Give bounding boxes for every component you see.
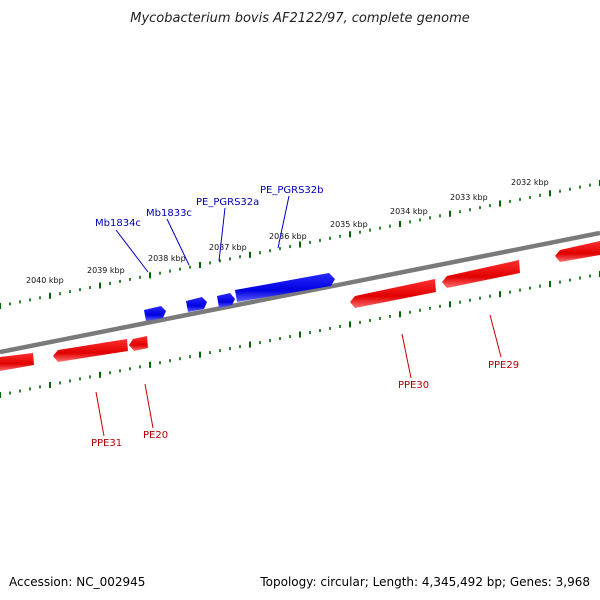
reverse-strand-genes	[0, 241, 600, 371]
gene-mb1833c[interactable]	[186, 297, 207, 312]
gene-labels: Mb1834c Mb1833c PE_PGRS32a PE_PGRS32b PP…	[91, 185, 519, 449]
tick-labels: 2040 kbp 2039 kbp 2038 kbp 2037 kbp 2036…	[26, 178, 549, 285]
label-mb1834c: Mb1834c	[95, 218, 141, 229]
label-ppe31: PPE31	[91, 438, 122, 449]
tick-label-2033: 2033 kbp	[450, 193, 488, 202]
label-ppe29: PPE29	[488, 360, 519, 371]
tick-ring-inner	[0, 271, 600, 398]
genome-summary-text: Topology: circular; Length: 4,345,492 bp…	[259, 575, 590, 589]
tick-label-2036: 2036 kbp	[269, 232, 307, 241]
accession-text: Accession: NC_002945	[9, 575, 145, 589]
gene-unlabeled-right[interactable]	[555, 241, 600, 262]
gene-ppe29[interactable]	[442, 260, 520, 288]
label-pe20: PE20	[143, 430, 168, 441]
label-ppe30: PPE30	[398, 380, 429, 391]
genome-backbone	[0, 230, 600, 355]
page-title: Mycobacterium bovis AF2122/97, complete …	[130, 11, 469, 26]
tick-ring-outer	[0, 180, 600, 309]
gene-pe-pgrs32a[interactable]	[217, 293, 235, 308]
forward-strand-genes	[144, 273, 335, 321]
tick-label-2032: 2032 kbp	[511, 178, 549, 187]
gene-pe-pgrs32b[interactable]	[235, 273, 335, 302]
gene-ppe31[interactable]	[53, 339, 128, 362]
tick-label-2039: 2039 kbp	[87, 266, 125, 275]
tick-label-2035: 2035 kbp	[330, 220, 368, 229]
tick-label-2034: 2034 kbp	[390, 207, 428, 216]
label-pe-pgrs32a: PE_PGRS32a	[196, 197, 259, 208]
tick-label-2040: 2040 kbp	[26, 276, 64, 285]
gene-mb1834c[interactable]	[144, 306, 166, 321]
gene-unlabeled-left[interactable]	[0, 353, 34, 371]
label-pe-pgrs32b: PE_PGRS32b	[260, 185, 324, 196]
label-mb1833c: Mb1833c	[146, 208, 192, 219]
label-connectors	[95, 195, 502, 437]
tick-label-2038: 2038 kbp	[148, 254, 186, 263]
tick-label-2037: 2037 kbp	[209, 243, 247, 252]
gene-pe20[interactable]	[129, 336, 148, 351]
gene-ppe30[interactable]	[350, 279, 436, 308]
